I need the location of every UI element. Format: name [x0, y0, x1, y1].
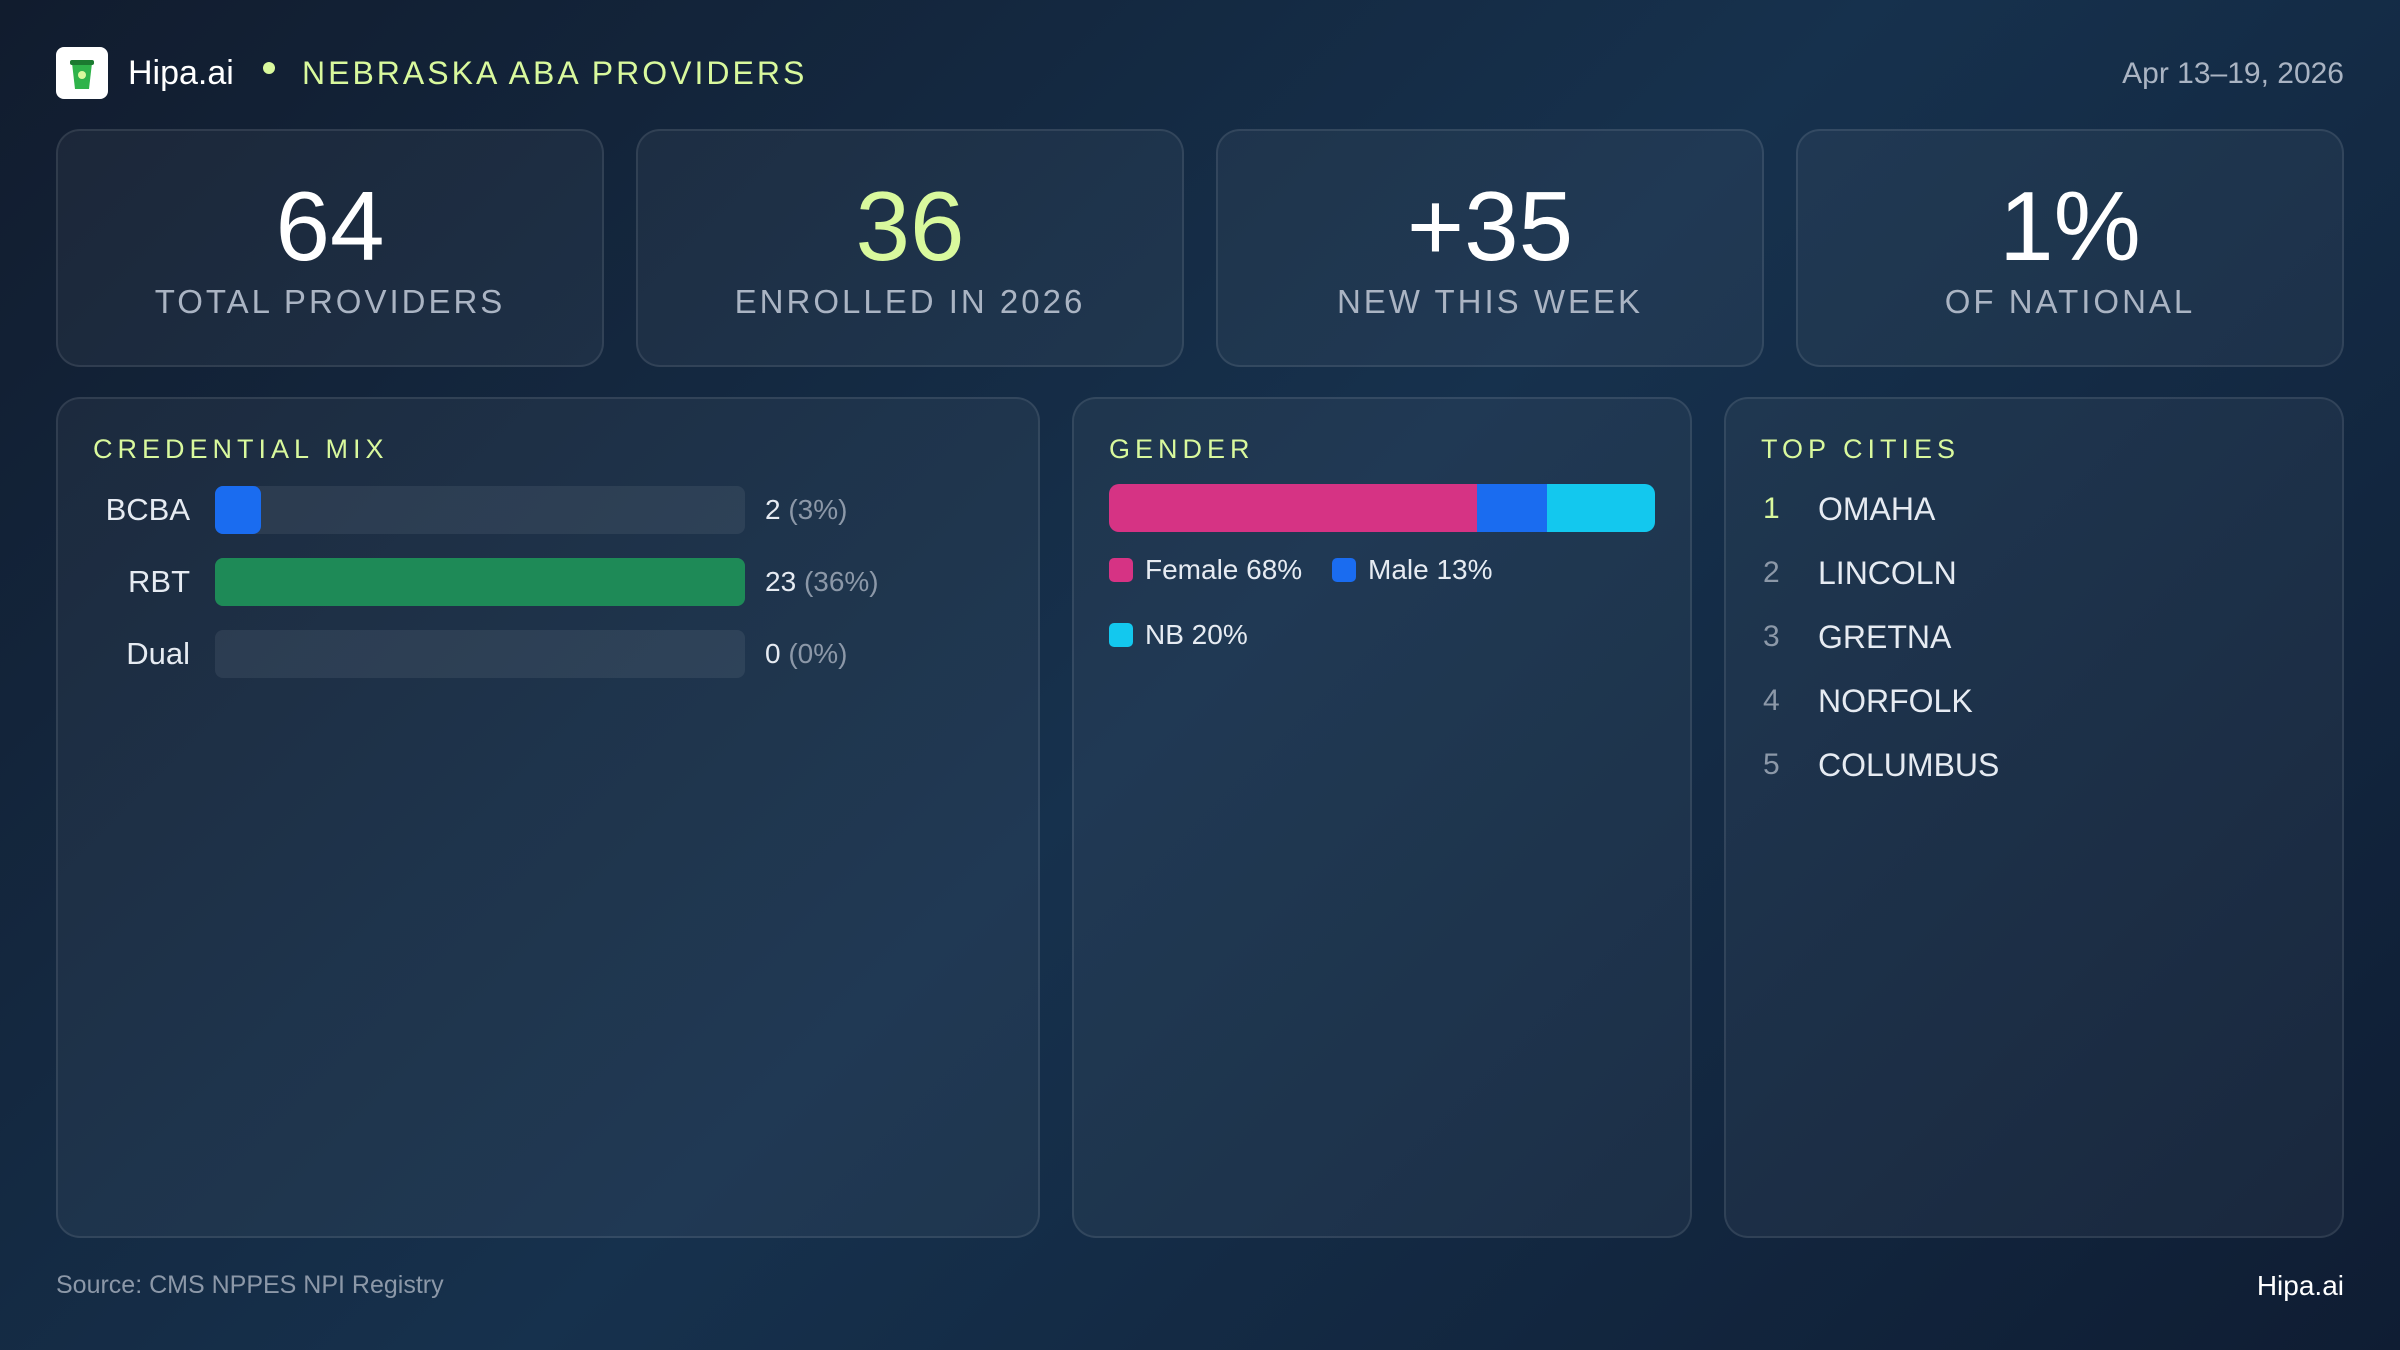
count: 23	[765, 566, 797, 597]
count: 0	[765, 638, 781, 669]
kpi-label: OF NATIONAL	[1944, 283, 2196, 320]
date-range: Apr 13–19, 2026	[2122, 57, 2344, 90]
kpi-card: 36 ENROLLED IN 2026	[636, 129, 1184, 367]
kpi-card: +35 NEW THIS WEEK	[1216, 129, 1764, 367]
gender-segment	[1546, 484, 1655, 532]
credential-value: 0 (0%)	[765, 634, 847, 674]
panel-title: GENDER	[1109, 434, 1255, 464]
bar-track	[215, 558, 745, 606]
city-rank: 4	[1763, 684, 1780, 717]
legend-label: Male 13%	[1368, 554, 1493, 585]
bar	[215, 558, 745, 606]
kpi-card: 1% OF NATIONAL	[1796, 129, 2344, 367]
cities-panel: TOP CITIES 1 OMAHA 2 LINCOLN 3 GRETNA 4 NORFOLK…	[1724, 397, 2344, 1238]
city-rank: 2	[1763, 556, 1780, 589]
logo	[56, 47, 108, 99]
page-title: NEBRASKA ABA PROVIDERS	[302, 55, 808, 91]
gender-panel: GENDER Female 68% Male 13% NB 20%	[1072, 397, 1692, 1238]
credential-label: Dual	[126, 636, 190, 671]
legend-swatch	[1332, 558, 1356, 582]
city-rank: 5	[1763, 748, 1780, 781]
legend-label: NB 20%	[1145, 619, 1248, 650]
kpi-label: ENROLLED IN 2026	[734, 283, 1086, 320]
credential-panel: CREDENTIAL MIX BCBA 2 (3%) RBT 23 (36%) Dual…	[56, 397, 1040, 1238]
city-rank: 1	[1763, 492, 1780, 525]
separator-dot	[263, 62, 275, 74]
share: (36%)	[803, 566, 879, 597]
credential-value: 23 (36%)	[765, 562, 879, 602]
legend-swatch	[1109, 623, 1133, 647]
city-name: GRETNA	[1818, 619, 1952, 655]
gender-bar	[1109, 484, 1655, 532]
bar-track	[215, 630, 745, 678]
kpi-label: NEW THIS WEEK	[1336, 283, 1644, 320]
city-name: OMAHA	[1818, 491, 1936, 527]
footer-brand: Hipa.ai	[2256, 1270, 2344, 1301]
brand: Hipa.ai	[128, 54, 234, 92]
panel-title: TOP CITIES	[1761, 434, 1961, 464]
kpi-card: 64 TOTAL PROVIDERS	[56, 129, 604, 367]
city-name: LINCOLN	[1818, 555, 1957, 591]
share: (0%)	[788, 638, 848, 669]
bar	[215, 486, 262, 534]
city-rank: 3	[1763, 620, 1780, 653]
city-name: NORFOLK	[1818, 683, 1973, 719]
legend-swatch	[1109, 558, 1133, 582]
kpi-label: TOTAL PROVIDERS	[154, 283, 506, 320]
kpi-value: +35	[1406, 171, 1574, 281]
source-note: Source: CMS NPPES NPI Registry	[56, 1271, 444, 1299]
credential-value: 2 (3%)	[765, 490, 847, 530]
credential-label: BCBA	[105, 492, 190, 527]
legend-label: Female 68%	[1145, 554, 1303, 585]
credential-label: RBT	[128, 564, 190, 599]
share: (3%)	[788, 494, 848, 525]
kpi-value: 36	[855, 171, 965, 281]
kpi-value: 1%	[1999, 171, 2141, 281]
panel-title: CREDENTIAL MIX	[93, 434, 389, 464]
gender-segment	[1476, 484, 1547, 532]
kpi-value: 64	[275, 171, 385, 281]
gender-segment	[1109, 484, 1477, 532]
count: 2	[765, 494, 781, 525]
city-name: COLUMBUS	[1818, 747, 2000, 783]
bar-track	[215, 486, 745, 534]
